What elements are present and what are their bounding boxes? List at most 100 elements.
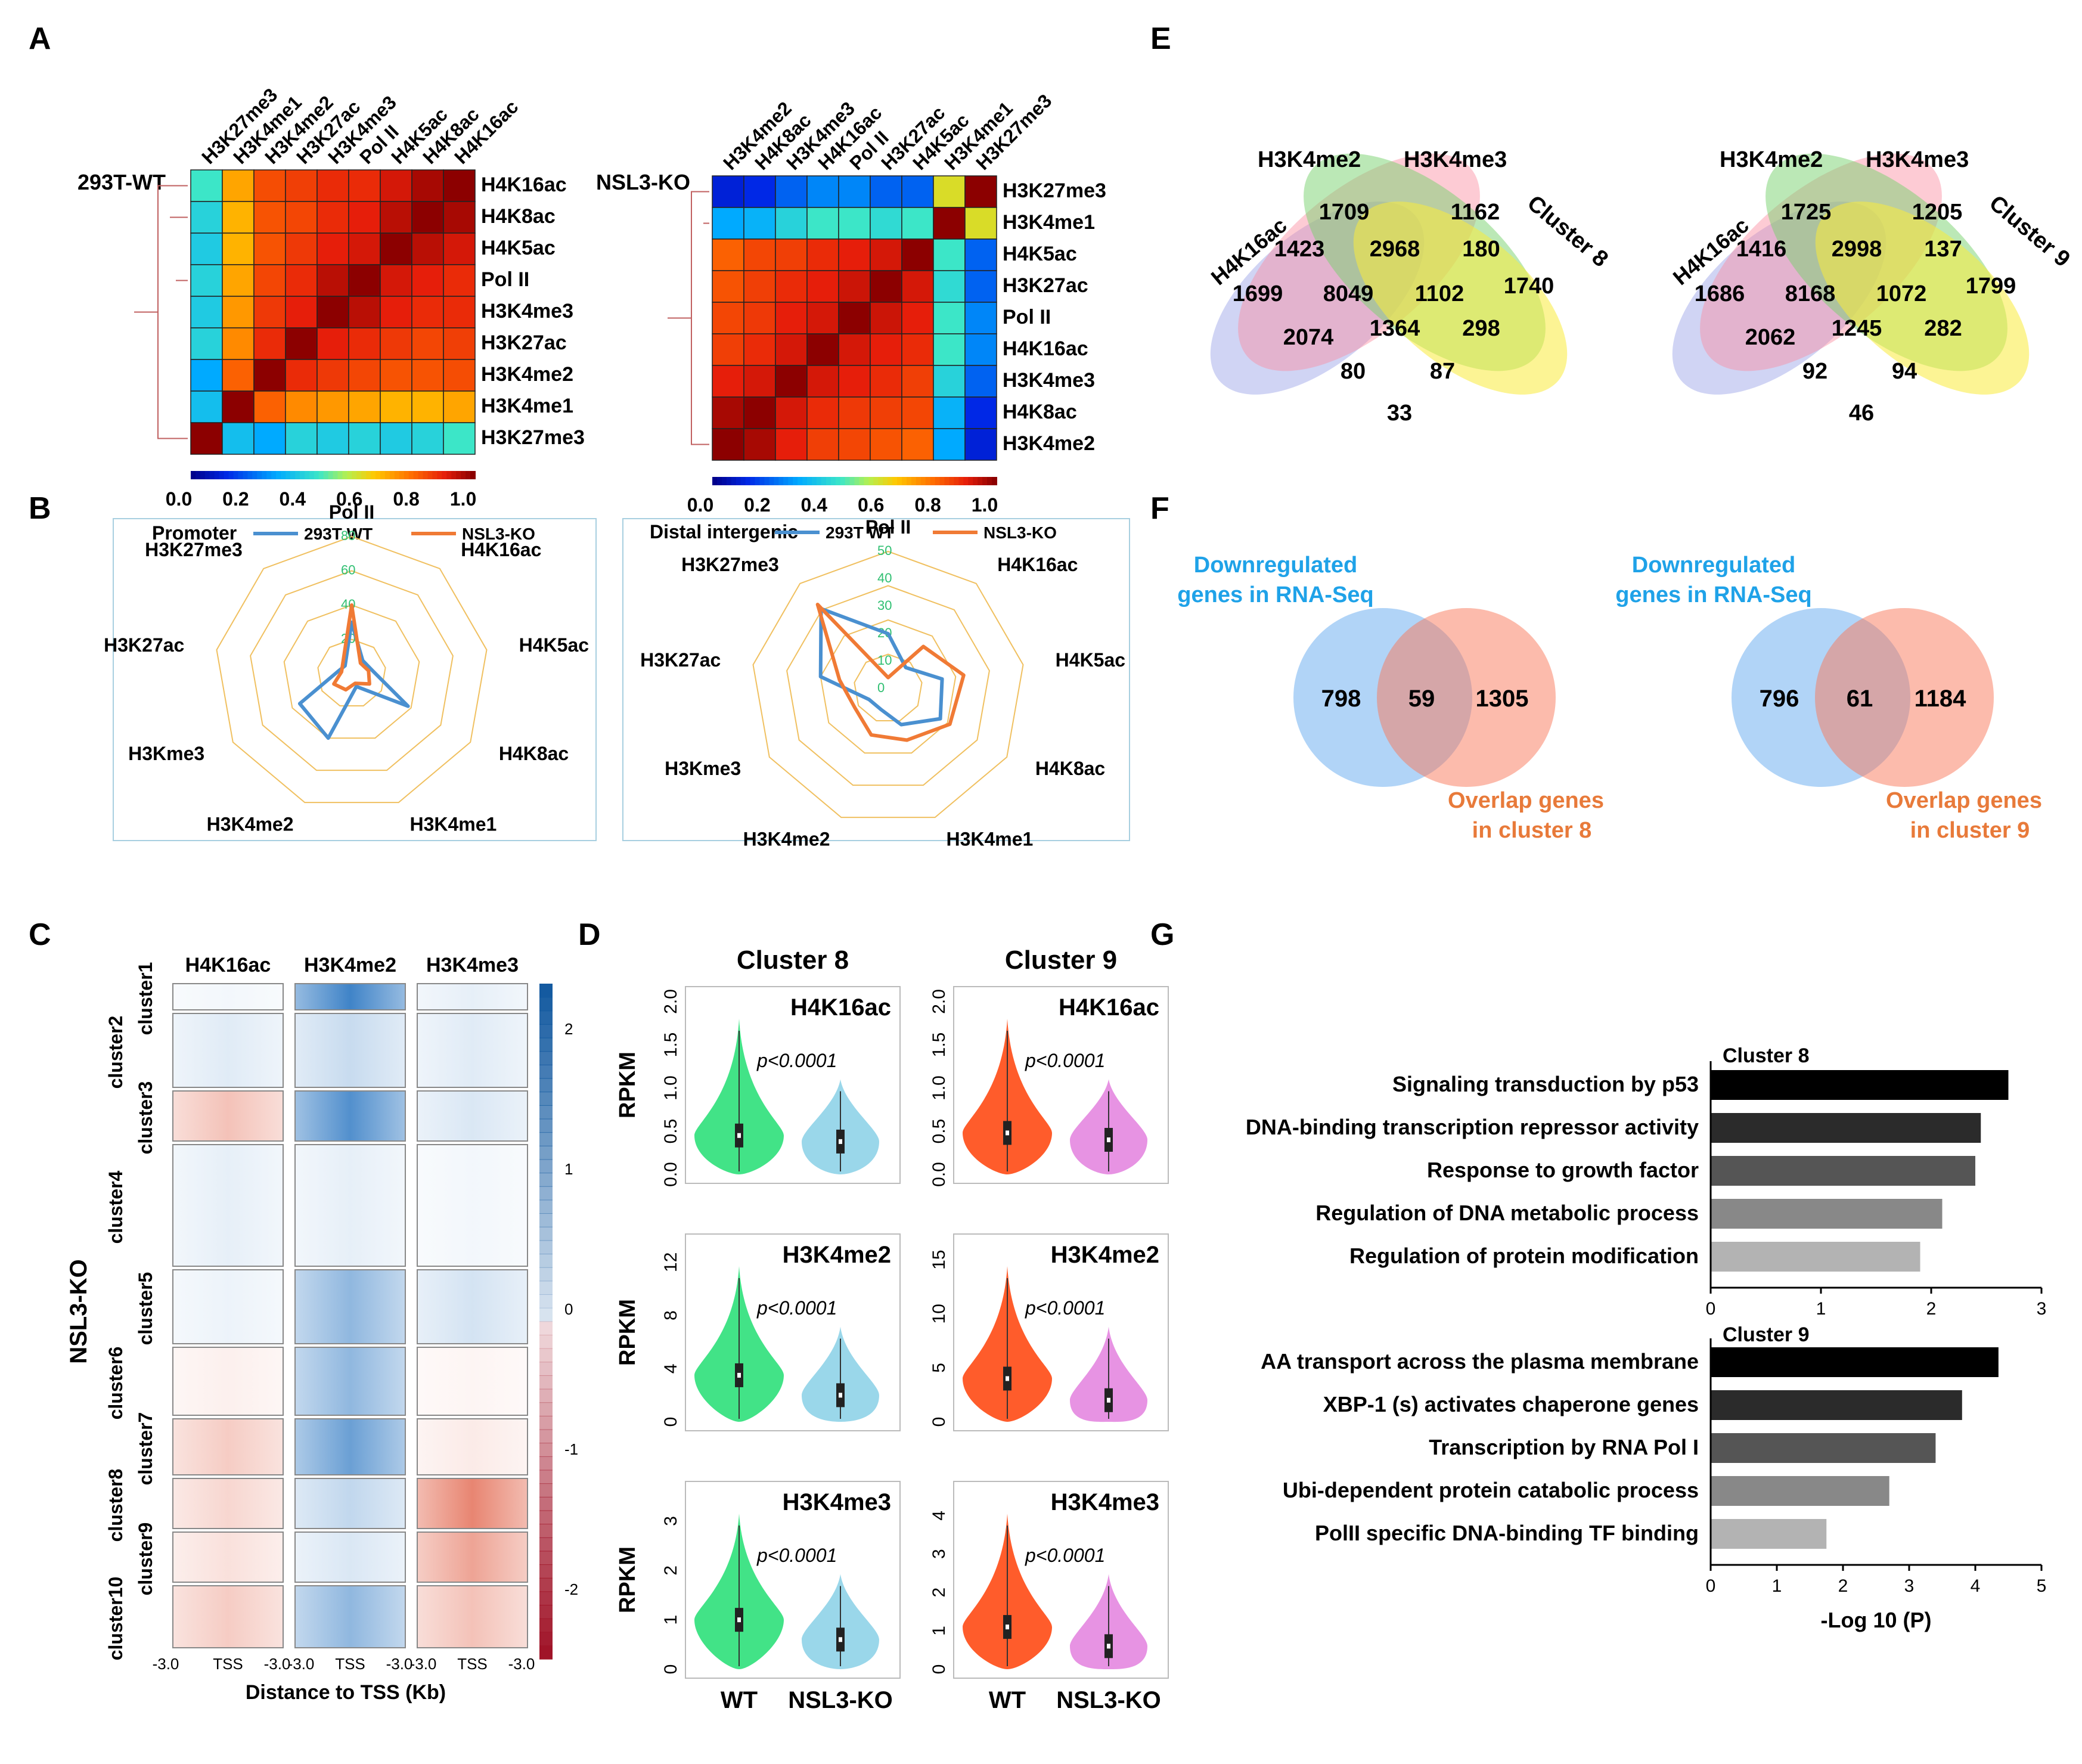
bar (1711, 1390, 1962, 1420)
panel-g-bar-charts: Cluster 8 Signaling transduction by p53 DN… (1246, 1044, 2046, 1632)
heatmap-cell (901, 428, 934, 461)
venn2-right-circle (1815, 608, 1994, 787)
panel-label-G: G (1150, 917, 1174, 952)
venn4-region-count: 2968 (1370, 237, 1420, 262)
violin-mark-title: H3K4me2 (1051, 1242, 1159, 1268)
heatmap-cell (443, 390, 476, 423)
profile-cluster-block (417, 983, 528, 1010)
heatmap-cell (838, 333, 871, 366)
radar-tick: 40 (877, 571, 892, 585)
violin-y-tick: 2 (661, 1565, 681, 1576)
x-tick: TSS (335, 1655, 365, 1673)
profile-cluster-block (417, 1090, 528, 1142)
colorbar-segment (539, 1388, 553, 1403)
heatmap-cell (743, 207, 776, 240)
panel-label-F: F (1150, 491, 1169, 526)
colorbar-segment (755, 477, 761, 485)
radar-grid-ring (752, 550, 1024, 819)
radar-axis-label: H3K4me1 (946, 829, 1033, 850)
heatmap-cell (743, 238, 776, 271)
colorbar-segment (944, 477, 950, 485)
colorbar-segment (539, 1632, 553, 1646)
heatmap-cell (901, 333, 934, 366)
profile-column-title: H3K4me2 (304, 954, 396, 976)
colorbar-segment (539, 1496, 553, 1511)
colorbar-segment (740, 477, 746, 485)
venn2-right-label: Overlap genes (1448, 788, 1604, 813)
venn2-count: 796 (1760, 686, 1799, 712)
heatmap-cell (775, 302, 808, 334)
violin-median (1006, 1376, 1009, 1381)
heatmap-cell (411, 232, 444, 265)
colorbar-segment (371, 471, 377, 479)
heatmap-cell (285, 359, 318, 392)
colorbar-segment (380, 471, 386, 479)
venn4-region-count: 87 (1430, 359, 1455, 384)
radar-axis-label: H3K4me2 (743, 829, 830, 850)
heatmap-cell (348, 232, 381, 265)
colorbar-tick: 0.0 (166, 488, 192, 510)
heatmap-cell (712, 207, 744, 240)
violin-y-tick: 2.0 (929, 989, 949, 1014)
violin-median (839, 1139, 842, 1144)
radar-axis-label: H3K27me3 (681, 554, 779, 575)
colorbar-segment (437, 471, 443, 479)
heatmap-cell (190, 232, 223, 265)
colorbar-segment (539, 1591, 553, 1606)
heatmap-cell (806, 175, 839, 208)
heatmap-cell (964, 270, 997, 303)
profile-cluster-block (294, 1269, 406, 1344)
heatmap-cell (964, 175, 997, 208)
heatmap-cell (222, 232, 255, 265)
colorbar-segment (470, 471, 476, 479)
heatmap-row-label: Pol II (1003, 306, 1051, 328)
heatmap-cell (933, 175, 966, 208)
venn4-region-count: 1072 (1876, 281, 1927, 306)
radar-tick: 0 (877, 680, 885, 695)
x-tick: TSS (457, 1655, 488, 1673)
colorbar-tick: 0.8 (393, 488, 419, 510)
x-tick: -3.0 (508, 1655, 535, 1673)
colorbar-segment (328, 471, 334, 479)
cluster-label: cluster3 (135, 1081, 156, 1155)
radar-frame (622, 518, 1130, 841)
heatmap-cell (317, 169, 349, 202)
x-tick: -3.0 (288, 1655, 315, 1673)
colorbar-segment (539, 1551, 553, 1565)
colorbar-segment (404, 471, 409, 479)
heatmap-cell (253, 327, 286, 360)
bar-chart-11: Cluster 9 AA transport across the plasma … (1261, 1323, 2046, 1632)
venn4-set-label: Cluster 9 (1984, 191, 2075, 272)
venn4-region-count: 1245 (1832, 316, 1882, 341)
violin-y-tick: 1.0 (661, 1075, 681, 1100)
colorbar-segment (539, 1321, 553, 1335)
venn4-region-count: 1423 (1274, 237, 1325, 262)
heatmap-cell (964, 302, 997, 334)
heatmap-cell (933, 238, 966, 271)
colorbar-segment (811, 477, 817, 485)
heatmap-cell (380, 296, 412, 328)
venn4-region-count: 1799 (1966, 274, 2016, 299)
cluster-label: cluster1 (135, 962, 156, 1036)
colorbar-segment (539, 1186, 553, 1201)
venn4-region-count: 1162 (1451, 200, 1500, 225)
violin-median (839, 1637, 842, 1642)
colorbar-segment (845, 477, 851, 485)
heatmap-cell (348, 359, 381, 392)
violin-y-tick: 1.5 (929, 1033, 949, 1058)
heatmap-cell (411, 264, 444, 297)
heatmap-cell (348, 201, 381, 234)
heatmap-cell (838, 270, 871, 303)
venn4-region-count: 2998 (1832, 237, 1882, 262)
colorbar-segment (539, 1213, 553, 1227)
colorbar-segment (271, 471, 277, 479)
heatmap-cell (712, 302, 744, 334)
colorbar-segment (539, 1105, 553, 1120)
colorbar-tick: 0.6 (336, 488, 362, 510)
colorbar-segment (200, 471, 206, 479)
profile-cluster-block (172, 1532, 284, 1583)
heatmap-dendrogram (134, 185, 188, 439)
colorbar-segment (868, 477, 874, 485)
colorbar-segment (539, 1267, 553, 1282)
